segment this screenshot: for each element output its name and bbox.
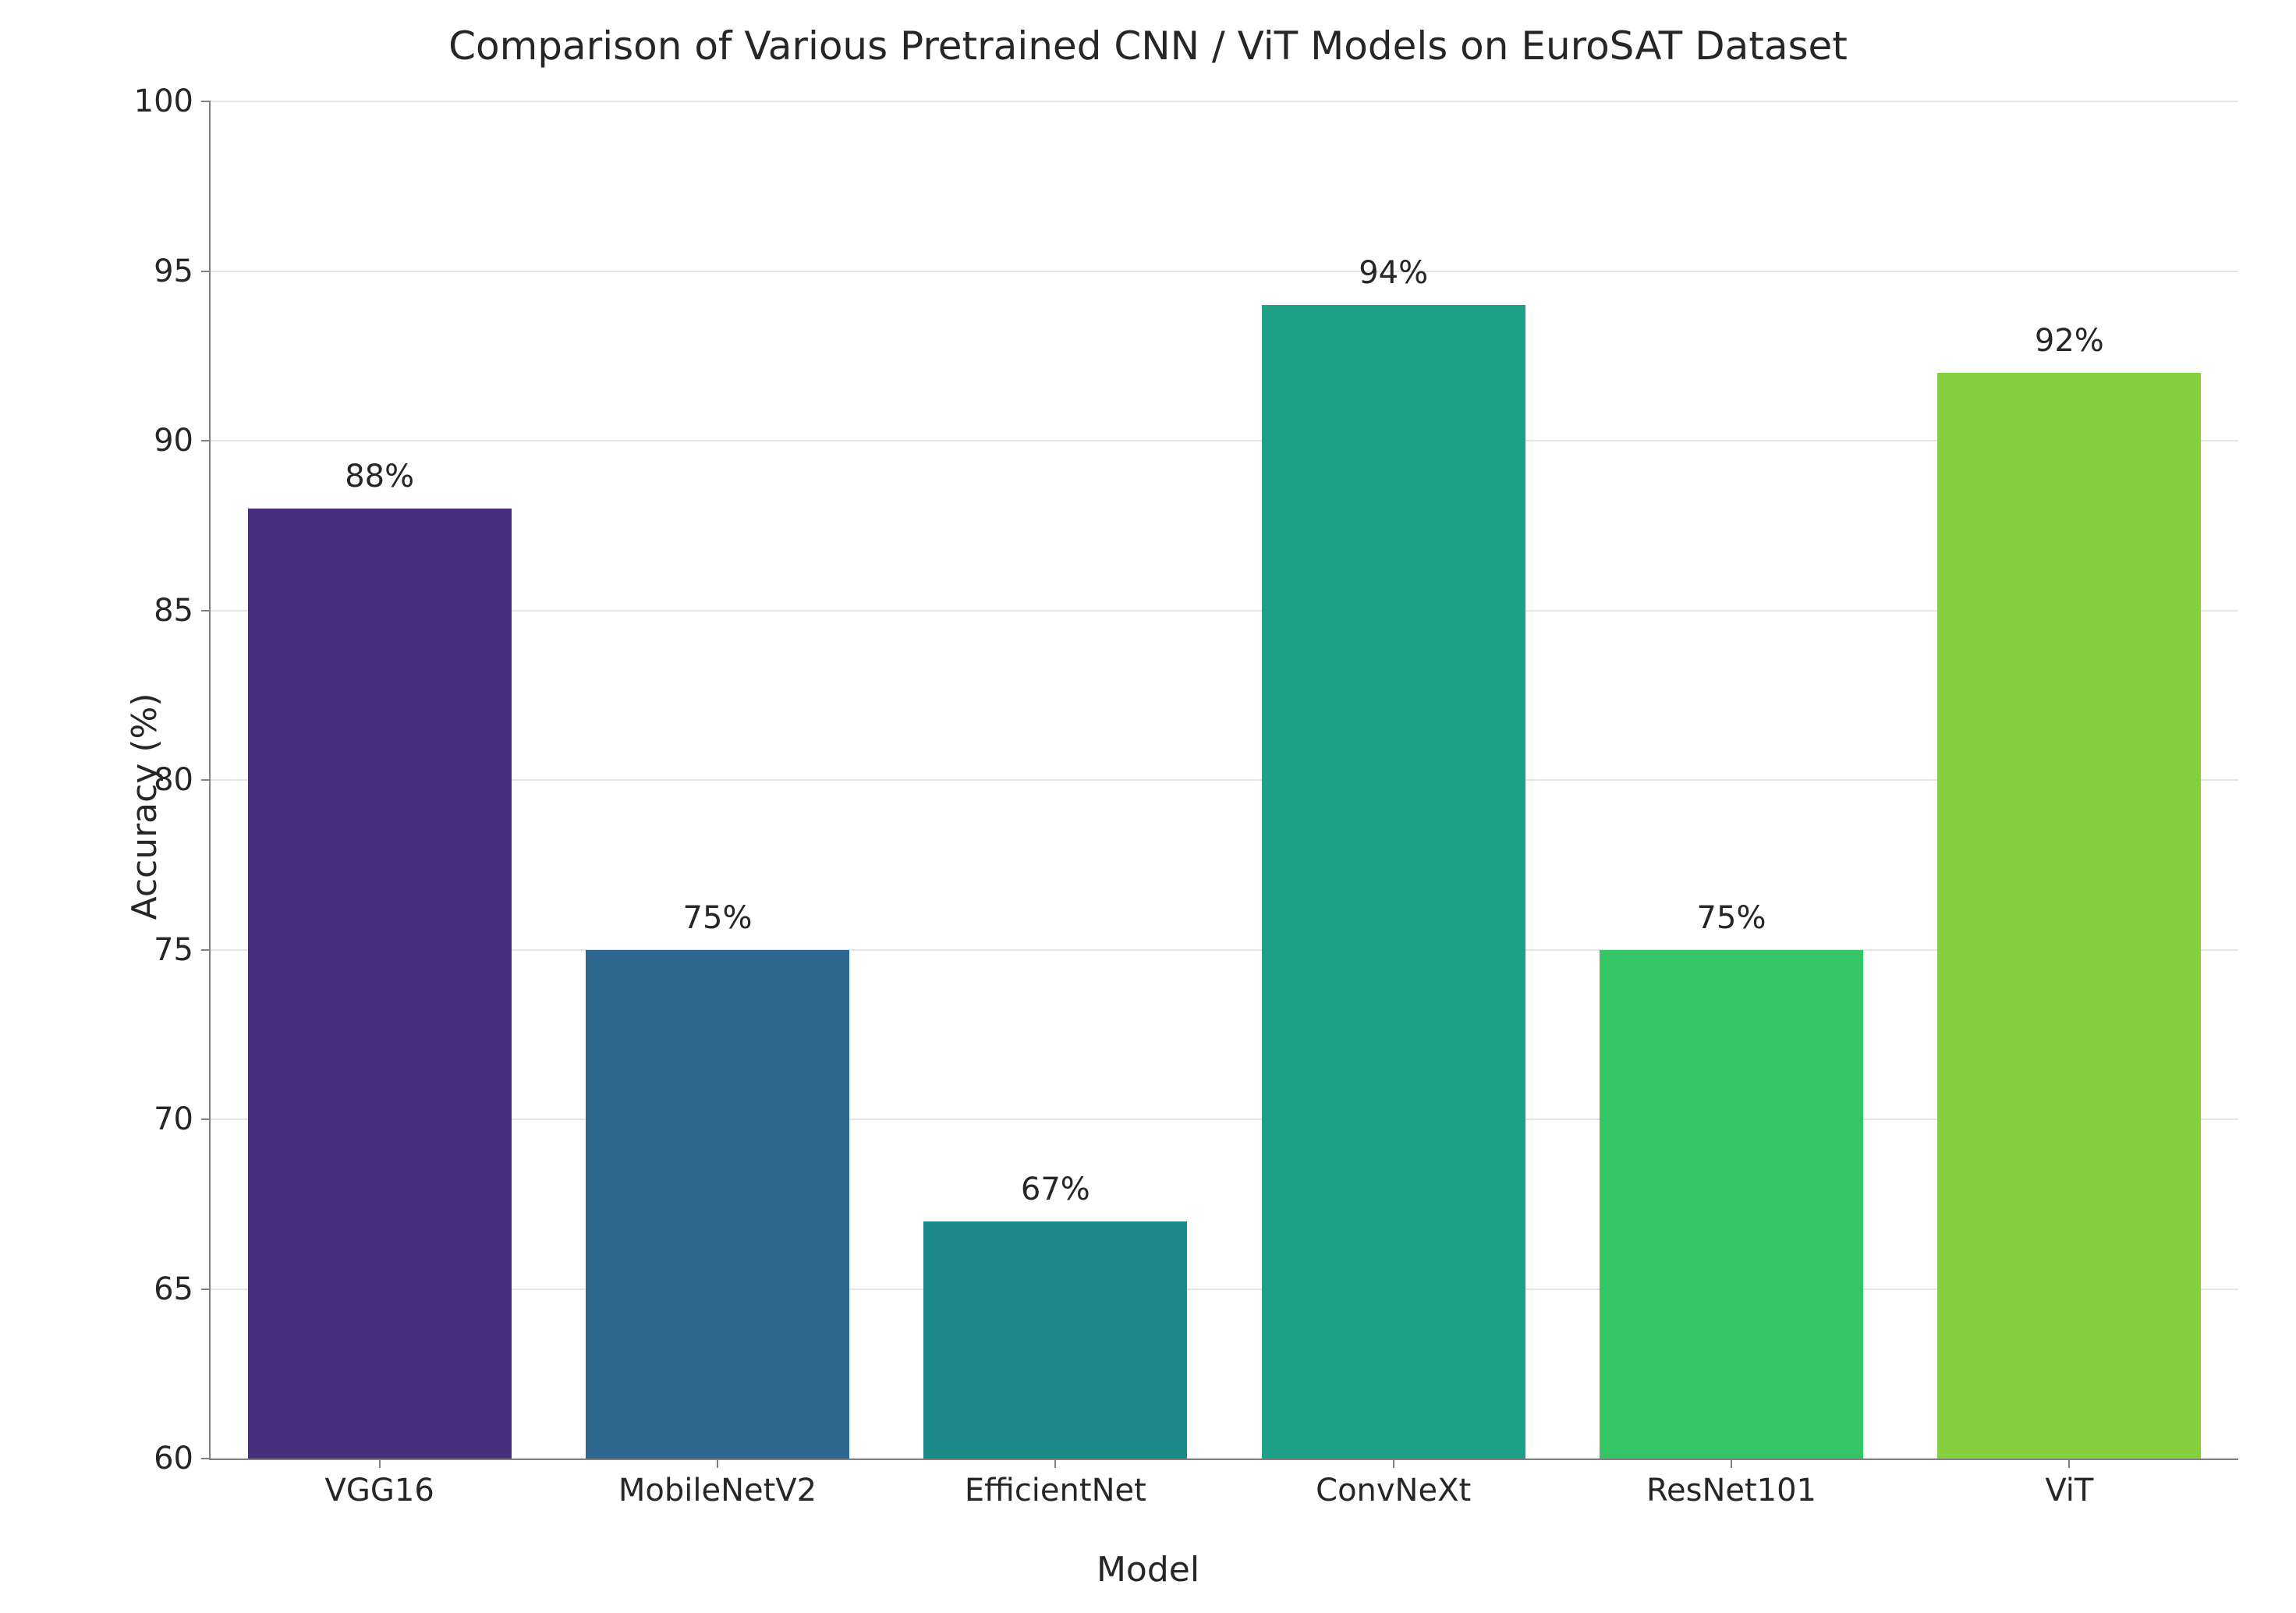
x-tick-label: EfficientNet — [965, 1473, 1146, 1508]
y-tick-label: 70 — [154, 1101, 193, 1137]
x-axis-spine — [209, 1459, 2238, 1460]
x-tick-label: VGG16 — [325, 1473, 434, 1508]
x-tick-label: ViT — [2045, 1473, 2093, 1508]
bar-value-label: 75% — [683, 900, 753, 936]
plot-area: 606570758085909510088%VGG1675%MobileNetV… — [211, 101, 2238, 1459]
gridline — [211, 779, 2238, 781]
gridline — [211, 440, 2238, 441]
gridline — [211, 271, 2238, 272]
y-tick-label: 80 — [154, 762, 193, 798]
x-tick-label: MobileNetV2 — [618, 1473, 817, 1508]
bar — [1600, 950, 1863, 1459]
chart-title: Comparison of Various Pretrained CNN / V… — [0, 23, 2296, 69]
x-tick-label: ResNet101 — [1646, 1473, 1816, 1508]
bar-value-label: 67% — [1021, 1172, 1090, 1207]
y-tick-label: 65 — [154, 1271, 193, 1307]
gridline — [211, 1118, 2238, 1120]
bar — [1262, 305, 1525, 1459]
bar-value-label: 88% — [345, 459, 414, 495]
y-tick-label: 85 — [154, 593, 193, 629]
bar-value-label: 94% — [1359, 255, 1428, 291]
y-tick-label: 90 — [154, 423, 193, 459]
y-axis-label: Accuracy (%) — [125, 693, 165, 920]
gridline — [211, 610, 2238, 612]
chart-container: Comparison of Various Pretrained CNN / V… — [0, 0, 2296, 1613]
y-tick-label: 100 — [134, 83, 193, 119]
gridline — [211, 949, 2238, 951]
y-tick-label: 60 — [154, 1441, 193, 1477]
bar-value-label: 92% — [2035, 323, 2104, 359]
y-tick-label: 95 — [154, 253, 193, 289]
bar — [586, 950, 849, 1459]
gridline — [211, 101, 2238, 102]
gridline — [211, 1289, 2238, 1290]
y-axis-spine — [209, 101, 211, 1459]
bar-value-label: 75% — [1697, 900, 1766, 936]
y-tick-label: 75 — [154, 932, 193, 968]
bar — [1937, 373, 2201, 1459]
x-axis-label: Model — [0, 1550, 2296, 1590]
bar — [248, 509, 512, 1459]
bar — [923, 1221, 1187, 1459]
x-tick-label: ConvNeXt — [1316, 1473, 1471, 1508]
